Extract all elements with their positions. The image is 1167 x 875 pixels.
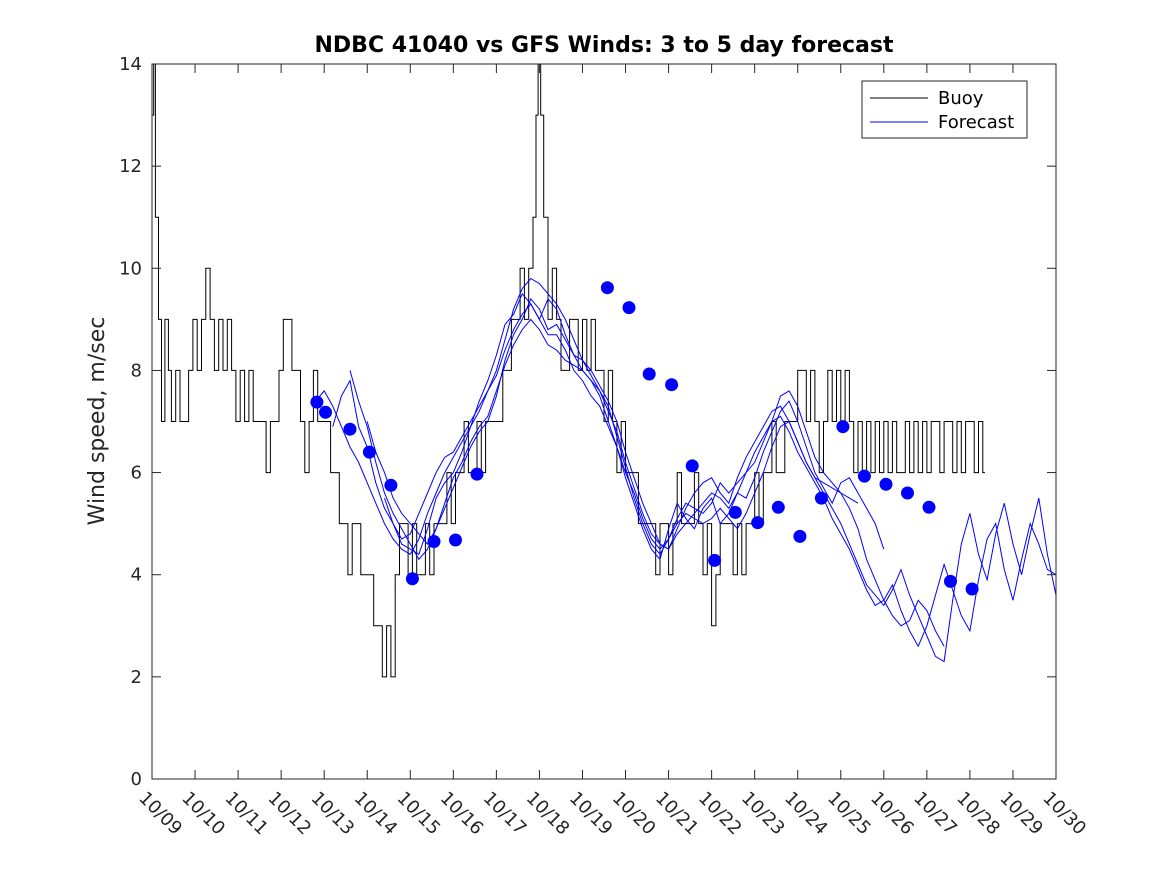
forecast-marker-point: [901, 486, 914, 500]
y-tick-label: 4: [131, 565, 142, 586]
forecast-marker-point: [470, 467, 484, 481]
forecast-marker-point: [965, 582, 979, 596]
forecast-marker-point: [751, 516, 765, 530]
chart-title: NDBC 41040 vs GFS Winds: 3 to 5 day fore…: [315, 33, 894, 58]
forecast-marker-point: [879, 477, 893, 491]
forecast-marker-point: [642, 367, 656, 381]
y-axis-label: Wind speed, m/sec: [85, 317, 110, 526]
marker-layer: [310, 281, 979, 596]
forecast-marker-point: [449, 533, 462, 547]
forecast-series-line-4: [366, 318, 1057, 663]
legend-box: [861, 80, 1028, 139]
y-axis-ticks: 0 2 4 6 8 10 12 14: [119, 54, 1056, 790]
y-tick-label: 8: [131, 360, 142, 381]
forecast-marker-point: [343, 422, 357, 436]
forecast-marker-point: [793, 529, 807, 543]
y-tick-label: 0: [131, 769, 142, 790]
forecast-marker-point: [600, 281, 614, 295]
forecast-marker-point: [405, 572, 419, 586]
forecast-marker-point: [427, 535, 441, 548]
forecast-series-line-5: [384, 303, 1057, 648]
forecast-marker-point: [622, 301, 636, 315]
forecast-series-line-2: [332, 292, 885, 561]
forecast-marker-point: [771, 500, 785, 514]
y-tick-label: 14: [119, 54, 142, 75]
legend-forecast-label: Forecast: [938, 112, 1014, 133]
legend: Buoy Forecast: [861, 80, 1028, 139]
forecast-marker-point: [708, 553, 722, 567]
forecast-marker-point: [922, 500, 936, 514]
buoy-series-line: [152, 63, 985, 678]
y-tick-label: 10: [119, 258, 142, 279]
forecast-series-line-3: [349, 297, 945, 647]
forecast-series-line-1: [315, 277, 859, 556]
forecast-marker-point: [319, 405, 332, 419]
forecast-marker-point: [814, 491, 828, 505]
forecast-marker-point: [728, 505, 742, 519]
forecast-marker-point: [944, 574, 957, 588]
forecast-marker-point: [836, 420, 850, 434]
forecast-marker-point: [384, 478, 398, 492]
plot-frame: [151, 63, 1057, 780]
forecast-marker-point: [685, 459, 699, 473]
forecast-marker-point: [310, 395, 324, 409]
y-tick-label: 12: [119, 156, 142, 177]
forecast-marker-point: [857, 469, 871, 483]
forecast-marker-point: [665, 378, 679, 392]
series-layer: [152, 63, 1057, 678]
y-tick-label: 6: [131, 463, 142, 484]
legend-buoy-label: Buoy: [938, 88, 984, 109]
y-tick-label: 2: [131, 667, 142, 688]
forecast-marker-point: [362, 445, 376, 459]
